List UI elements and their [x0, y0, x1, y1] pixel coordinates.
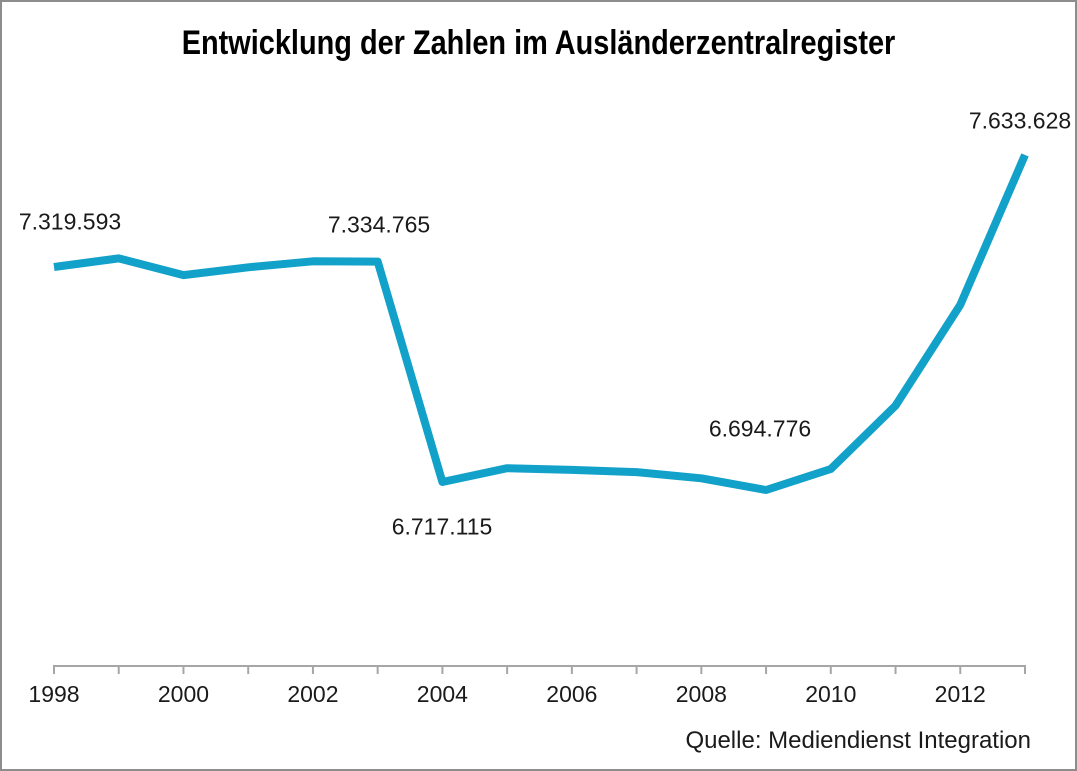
x-axis-label-2008: 2008 [675, 681, 727, 707]
trend-line [53, 153, 1029, 494]
x-axis-label-2000: 2000 [157, 681, 210, 707]
source-note: Quelle: Mediendienst Integration [685, 727, 1031, 754]
x-axis-label-2006: 2006 [546, 681, 598, 707]
data-label-2004: 6.717.115 [391, 513, 493, 540]
x-axis-label-2004: 2004 [416, 681, 468, 707]
x-axis-label-1998: 1998 [28, 681, 80, 707]
x-axis-label-2012: 2012 [934, 681, 986, 707]
data-label-2009: 6.694.776 [708, 415, 812, 442]
x-axis-label-2002: 2002 [287, 681, 339, 707]
chart-title: Entwicklung der Zahlen im Ausländerzentr… [181, 24, 896, 62]
data-label-1998: 7.319.593 [18, 208, 122, 235]
data-label-2003: 7.334.765 [327, 211, 431, 238]
x-axis-label-2010: 2010 [805, 681, 857, 707]
data-label-2013: 7.633.628 [968, 107, 1072, 134]
